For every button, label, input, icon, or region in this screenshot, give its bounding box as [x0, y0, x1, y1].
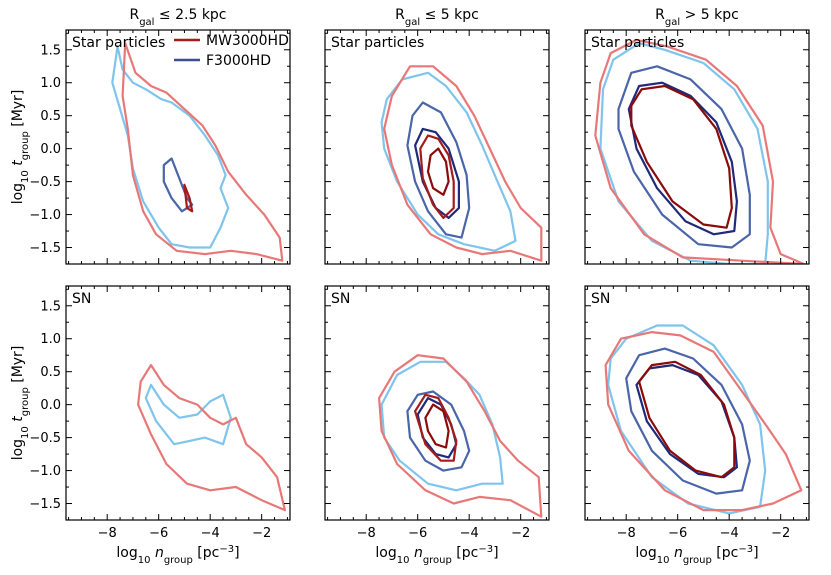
y-axis-label: log10 tgroup [Myr]: [10, 346, 31, 461]
panel-r1-c2: −8 −6 −4 −2 log10 ngroup [pc−3] SN: [584, 285, 810, 566]
contour-mw3000hd-inner: [183, 183, 194, 213]
plot-frame: [65, 29, 291, 265]
y-tick-label: 0.5: [40, 365, 61, 380]
x-tick-label: −4: [460, 526, 479, 541]
ticks: [325, 286, 549, 521]
x-tick-label: −6: [668, 526, 687, 541]
y-tick-label: −1.5: [29, 497, 61, 512]
y-tick-label: −0.5: [29, 431, 61, 446]
y-tick-label: 0.5: [40, 109, 61, 124]
contour-f3000hd-outer: [380, 71, 517, 252]
contours: [137, 364, 286, 512]
y-tick-label: 1.5: [40, 299, 61, 314]
x-axis-label: log10 ngroup [pc−3]: [116, 544, 239, 566]
contour-f3000hd-mid: [625, 347, 751, 495]
plot-frame: [324, 285, 550, 521]
contour-mw3000hd-mid: [419, 134, 455, 219]
x-axis-label: log10 ngroup [pc−3]: [375, 544, 498, 566]
y-tick-label: −1.0: [29, 464, 61, 479]
contour-f3000hd-outer: [380, 360, 504, 492]
y-tick-label: −1.0: [29, 208, 61, 223]
panel-label: Star particles: [331, 35, 424, 51]
x-tick-label: −6: [149, 526, 168, 541]
panel-r1-c0: −1.5 −1.0 −0.5 0.0 0.5 1.0 1.5 log10 tgroup [My…: [10, 285, 291, 566]
x-tick-label: −2: [771, 526, 790, 541]
contour-mw3000hd-inner: [426, 147, 450, 196]
contours: [604, 324, 803, 515]
x-tick-label: −8: [357, 526, 376, 541]
contour-mw3000hd-inner: [638, 360, 736, 479]
y-tick-label: 0.0: [40, 142, 61, 157]
contour-mw3000hd-outer: [137, 364, 286, 512]
plot-frame: [65, 285, 291, 521]
panel-r1-c1: −8 −6 −4 −2 log10 ngroup [pc−3] SN: [324, 285, 550, 566]
contour-f3000hd-mid: [406, 101, 471, 239]
legend-label-mw3000hd: MW3000HD: [206, 33, 289, 49]
ticks: [325, 30, 549, 265]
contour-mw3000hd-inner: [630, 84, 733, 229]
y-tick-label: −1.5: [29, 241, 61, 256]
x-tick-label: −4: [201, 526, 220, 541]
panel-r0-c2: Star particles: [584, 29, 810, 265]
contours: [380, 65, 543, 262]
y-tick-label: 1.0: [40, 76, 61, 91]
x-tick-label: −6: [408, 526, 427, 541]
contour-f3000hd-mid: [406, 390, 471, 472]
y-axis-label: log10 tgroup [Myr]: [10, 90, 31, 205]
panel-label: Star particles: [72, 35, 165, 51]
panel-label: SN: [72, 291, 91, 307]
plot-frame: [324, 29, 550, 265]
ticks: [585, 30, 809, 265]
panel-r0-c0: −1.5 −1.0 −0.5 0.0 0.5 1.0 1.5 log10 tgroup [My…: [10, 29, 291, 265]
column-titles: Rgal ≤ 2.5 kpc Rgal ≤ 5 kpc Rgal > 5 kpc: [129, 7, 738, 28]
contours: [378, 354, 543, 518]
y-tick-label: 1.5: [40, 43, 61, 58]
panel-r0-c1: Star particles: [324, 29, 550, 265]
y-tick-label: −0.5: [29, 175, 61, 190]
ticks: [585, 286, 809, 521]
y-tick-label: 0.0: [40, 398, 61, 413]
legend: MW3000HD F3000HD: [174, 33, 289, 69]
plot-frame: [584, 29, 810, 265]
legend-label-f3000hd: F3000HD: [206, 53, 271, 69]
ticks: [66, 30, 290, 265]
contours: [111, 42, 284, 262]
x-tick-label: −2: [511, 526, 530, 541]
contour-mw3000hd-outer: [604, 331, 803, 512]
contour-mw3000hd-outer: [121, 42, 284, 262]
contour-f3000hd-outer: [607, 324, 767, 515]
y-tick-label: 1.0: [40, 332, 61, 347]
x-axis-label: log10 ngroup [pc−3]: [635, 544, 758, 566]
contour-mw3000hd-outer: [594, 38, 805, 264]
contour-mw3000hd-outer: [383, 65, 543, 262]
contour-f3000hd-inner: [627, 81, 738, 236]
contour-f3000hd-mid: [617, 65, 751, 249]
plot-frame: [584, 285, 810, 521]
x-tick-label: −4: [720, 526, 739, 541]
x-tick-label: −8: [617, 526, 636, 541]
panel-label: Star particles: [591, 35, 684, 51]
column-title: Rgal ≤ 2.5 kpc: [129, 7, 226, 28]
panel-label: SN: [331, 291, 350, 307]
column-title: Rgal ≤ 5 kpc: [395, 7, 479, 28]
x-tick-label: −2: [252, 526, 271, 541]
x-tick-label: −8: [98, 526, 117, 541]
contour-f3000hd-inner: [635, 364, 738, 479]
contour-f3000hd-outer: [144, 383, 232, 446]
contours: [594, 38, 805, 264]
contour-mw3000hd-mid: [414, 393, 458, 462]
contour-f3000hd-inner: [162, 157, 194, 213]
contour-mw3000hd-outer: [378, 354, 543, 518]
panel-label: SN: [591, 291, 610, 307]
contour-mw3000hd-inner: [424, 403, 450, 449]
panels-layer: −1.5 −1.0 −0.5 0.0 0.5 1.0 1.5 log10 tgroup [My…: [10, 29, 810, 566]
column-title: Rgal > 5 kpc: [655, 7, 739, 28]
ticks: [66, 286, 290, 521]
